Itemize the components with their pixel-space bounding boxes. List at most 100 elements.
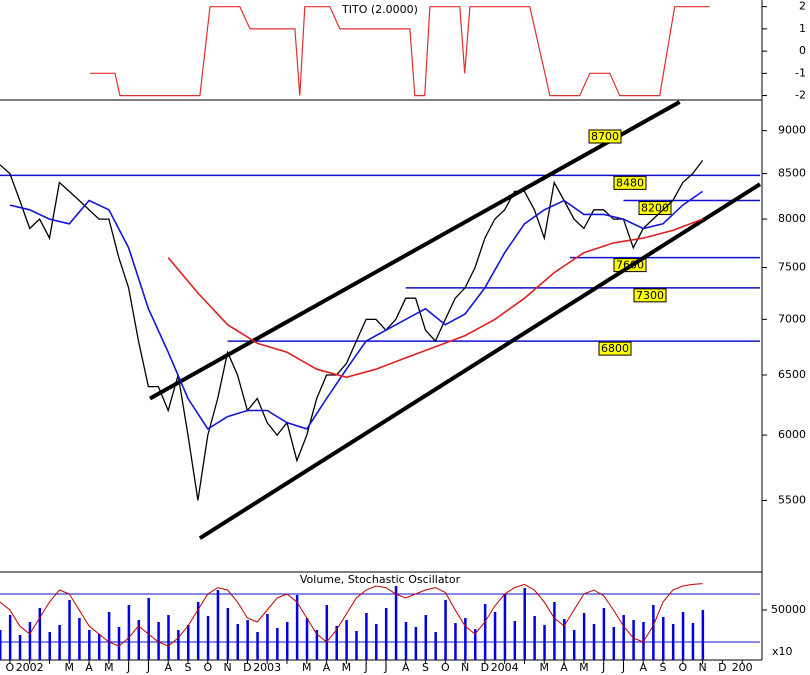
volume-bar bbox=[88, 630, 91, 660]
x-tick-label: A bbox=[164, 661, 172, 674]
volume-bar bbox=[266, 614, 269, 660]
y-tick-label: 8500 bbox=[778, 167, 806, 180]
volume-bar bbox=[196, 602, 200, 660]
x-tick-label: A bbox=[85, 661, 93, 674]
volume-bar bbox=[236, 624, 239, 660]
y-tick-label: 9000 bbox=[778, 124, 806, 137]
volume-bar bbox=[493, 612, 497, 660]
volume-bar bbox=[375, 624, 378, 660]
x-tick-label: J bbox=[364, 661, 368, 674]
volume-bar bbox=[127, 605, 131, 660]
x-tick-label: O bbox=[203, 661, 212, 674]
volume-bar bbox=[394, 586, 398, 660]
y-tick-label: 6500 bbox=[778, 368, 806, 381]
volume-bar bbox=[384, 608, 388, 660]
volume-bar bbox=[513, 621, 517, 660]
panel-title: TITO (2.0000) bbox=[341, 3, 418, 16]
y-tick-label: 7000 bbox=[778, 312, 806, 325]
x-tick-label: D bbox=[718, 661, 726, 674]
level-label: 8480 bbox=[616, 176, 644, 189]
unit-note: x10 bbox=[772, 645, 793, 658]
x-tick-label: J bbox=[146, 661, 150, 674]
volume-bar bbox=[28, 622, 32, 660]
volume-bar bbox=[414, 627, 418, 660]
x-tick-label: S bbox=[660, 661, 667, 674]
volume-bar bbox=[533, 616, 536, 660]
volume-bar bbox=[553, 602, 556, 660]
x-tick-label: N bbox=[698, 661, 706, 674]
y-tick-label: 0 bbox=[799, 44, 806, 57]
x-tick-label: N bbox=[223, 661, 231, 674]
trend-line bbox=[198, 182, 762, 540]
volume-bar bbox=[543, 625, 546, 660]
volume-bar bbox=[147, 598, 150, 660]
volume-bar bbox=[276, 628, 279, 660]
price-line bbox=[167, 218, 703, 379]
volume-bar bbox=[612, 627, 616, 660]
volume-bar bbox=[58, 625, 61, 660]
volume-bar bbox=[78, 618, 81, 660]
volume-bar bbox=[652, 605, 655, 660]
volume-bar bbox=[8, 615, 12, 660]
volume-bar bbox=[206, 616, 210, 660]
volume-bar bbox=[345, 620, 348, 660]
volume-bar bbox=[662, 617, 665, 660]
volume-bar bbox=[474, 629, 477, 660]
volume-bar bbox=[216, 590, 220, 660]
volume-bar bbox=[582, 613, 586, 660]
volume-bar bbox=[365, 613, 368, 660]
x-tick-label: A bbox=[639, 661, 647, 674]
level-label-box bbox=[633, 288, 667, 303]
volume-bar bbox=[335, 626, 338, 660]
y-tick-label: 8000 bbox=[778, 212, 806, 225]
x-tick-label: J bbox=[621, 661, 625, 674]
y-tick-label: 6000 bbox=[778, 428, 806, 441]
x-tick-label: M bbox=[342, 661, 352, 674]
volume-bar bbox=[68, 600, 71, 660]
volume-bar bbox=[0, 630, 2, 660]
volume-bar bbox=[503, 594, 507, 660]
x-tick-label: A bbox=[560, 661, 568, 674]
volume-bar bbox=[226, 608, 230, 660]
y-tick-label: 5500 bbox=[778, 493, 806, 506]
volume-bar bbox=[483, 604, 487, 660]
x-tick-label: J bbox=[126, 661, 130, 674]
volume-bar bbox=[157, 622, 160, 660]
volume-bar bbox=[167, 615, 170, 660]
volume-bar bbox=[355, 631, 358, 660]
volume-bar bbox=[97, 634, 101, 660]
x-tick-label: 2004 bbox=[491, 661, 519, 674]
volume-bar bbox=[107, 612, 111, 660]
x-tick-label: M bbox=[540, 661, 550, 674]
volume-bar bbox=[681, 612, 685, 660]
x-tick-label: M bbox=[104, 661, 114, 674]
volume-bar bbox=[18, 635, 22, 660]
x-tick-label: A bbox=[323, 661, 331, 674]
trend-line bbox=[149, 100, 681, 401]
x-tick-label: O bbox=[678, 661, 687, 674]
y-tick-label: 2 bbox=[799, 0, 806, 13]
price-line bbox=[9, 190, 704, 430]
volume-bar bbox=[404, 622, 408, 660]
volume-bar bbox=[691, 623, 695, 660]
level-label-box bbox=[638, 201, 672, 216]
x-tick-label: S bbox=[422, 661, 429, 674]
x-tick-label: 200 bbox=[732, 661, 753, 674]
volume-bar bbox=[246, 620, 249, 660]
volume-bar bbox=[325, 605, 329, 660]
stoch-line bbox=[0, 583, 703, 647]
x-tick-label: J bbox=[383, 661, 387, 674]
volume-bar bbox=[701, 610, 705, 660]
volume-bar bbox=[177, 630, 180, 660]
x-tick-label: O bbox=[6, 661, 15, 674]
x-tick-label: 2003 bbox=[253, 661, 281, 674]
volume-bar bbox=[464, 618, 467, 660]
y-tick-label: 1 bbox=[799, 22, 806, 35]
trend-label: 8700 bbox=[591, 130, 619, 143]
volume-bar bbox=[285, 622, 289, 660]
x-tick-label: D bbox=[243, 661, 251, 674]
x-tick-label: A bbox=[402, 661, 410, 674]
x-tick-label: 2002 bbox=[16, 661, 44, 674]
volume-bar bbox=[632, 620, 635, 660]
